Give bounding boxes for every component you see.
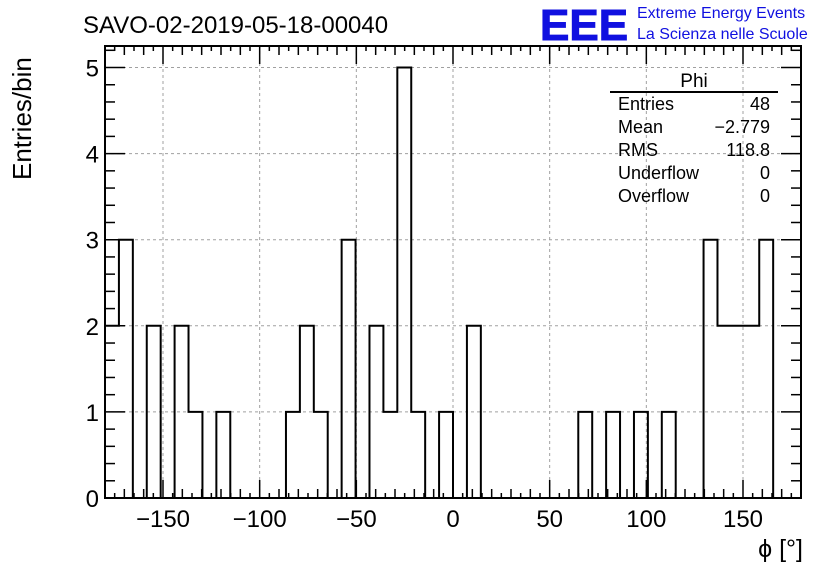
eee-logo-line2: La Scienza nelle Scuole [637, 26, 808, 43]
y-tick-label: 4 [86, 142, 99, 169]
y-tick-label: 3 [86, 228, 99, 255]
eee-logo-mark: EEE [540, 1, 628, 50]
y-tick-label: 0 [86, 486, 99, 513]
x-tick-label: −150 [136, 506, 190, 533]
stats-row-label: Underflow [618, 163, 700, 183]
y-tick-label: 1 [86, 400, 99, 427]
histogram-outline [104, 66, 801, 499]
eee-logo-line1: Extreme Energy Events [637, 5, 805, 22]
y-tick-label: 5 [86, 56, 99, 83]
eee-logo: EEE Extreme Energy Events La Scienza nel… [540, 1, 808, 51]
x-tick-label: −100 [233, 506, 287, 533]
stats-row-value: 118.8 [726, 140, 770, 160]
x-tick-label: −50 [336, 506, 377, 533]
stats-row-value: 48 [750, 94, 770, 114]
stats-box: Phi Entries 48 Mean −2.779 RMS 118.8 Underflow… [610, 71, 778, 206]
stats-box-title: Phi [680, 71, 707, 92]
stats-row-label: RMS [618, 140, 658, 160]
chart-title: SAVO-02-2019-05-18-00040 [83, 12, 388, 39]
stats-row-label: Overflow [618, 186, 690, 206]
x-axis-label: ϕ [°] [758, 535, 803, 563]
stats-row-label: Entries [618, 94, 674, 114]
stats-row-label: Mean [618, 117, 663, 137]
y-tick-label: 2 [86, 314, 99, 341]
stats-row-value: 0 [760, 186, 770, 206]
y-axis-label: Entries/bin [7, 57, 37, 180]
x-tick-label: 100 [626, 506, 666, 533]
axis-tick-labels: −150 −100 −50 0 50 100 150 0 1 2 3 4 5 [86, 56, 763, 533]
x-tick-label: 50 [536, 506, 563, 533]
x-tick-label: 150 [723, 506, 763, 533]
stats-row-value: 0 [760, 163, 770, 183]
x-tick-label: 0 [446, 506, 459, 533]
axis-ticks [105, 46, 801, 499]
stats-row-value: −2.779 [714, 117, 770, 137]
